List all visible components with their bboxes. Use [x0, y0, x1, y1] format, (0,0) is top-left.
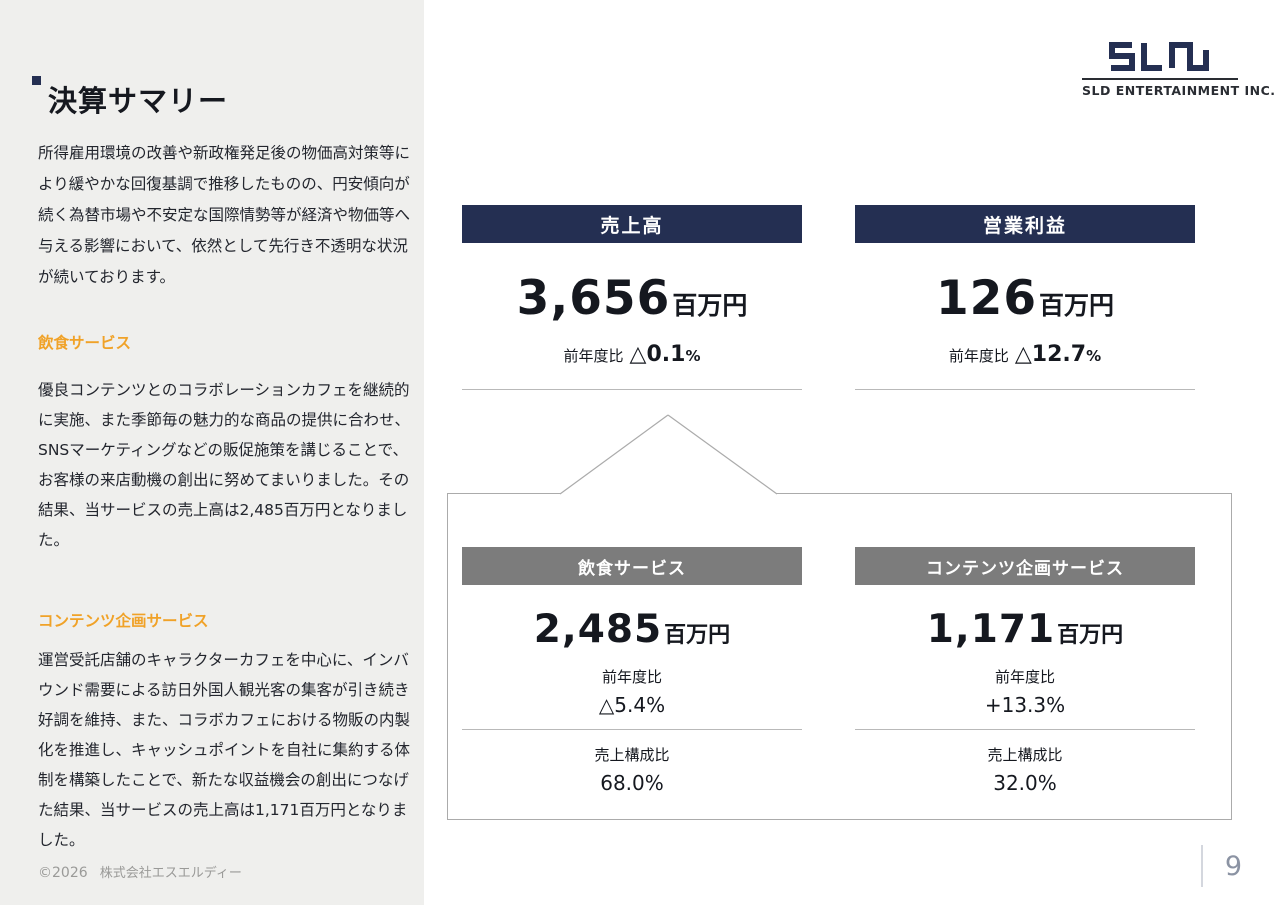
segment-food-service-divider: [462, 729, 802, 730]
metric-operating-profit-yoy: 前年度比 △12.7%: [855, 342, 1195, 367]
footer-copyright: ©2026: [38, 865, 88, 881]
metric-operating-profit-value: 126百万円: [855, 271, 1195, 326]
metric-revenue-yoy-value: △0.1: [629, 342, 686, 367]
company-logo: SLD ENTERTAINMENT INC.: [1082, 40, 1275, 98]
segment-food-service-header: 飲食サービス: [462, 547, 802, 585]
segment-content-planning: コンテンツ企画サービス 1,171百万円 前年度比 +13.3% 売上構成比 3…: [855, 547, 1195, 795]
metric-revenue-yoy-label: 前年度比: [563, 347, 624, 365]
footer-company: 株式会社エスエルディー: [99, 866, 242, 881]
segment-food-service-yoy-label: 前年度比: [601, 668, 662, 686]
segment-content-planning-header: コンテンツ企画サービス: [855, 547, 1195, 585]
page-number-divider: [1200, 845, 1203, 887]
metric-revenue-yoy: 前年度比 △0.1%: [462, 342, 802, 367]
metric-operating-profit-yoy-unit: %: [1086, 347, 1102, 365]
segment-content-planning-yoy-value: +13.3%: [984, 693, 1066, 717]
segment-food-service-value: 2,485百万円: [462, 607, 802, 652]
logo-caption: SLD ENTERTAINMENT INC.: [1082, 78, 1275, 98]
segment-content-planning-unit: 百万円: [1057, 623, 1124, 648]
intro-paragraph: 所得雇用環境の改善や新政権発足後の物価高対策等により緩やかな回復基調で推移したも…: [38, 144, 411, 286]
metric-revenue-divider: [462, 389, 802, 390]
segment-content-planning-number: 1,171: [926, 607, 1056, 652]
section-body-content-planning: 運営受託店舗のキャラクターカフェを中心に、インバウンド需要による訪日外国人観光客…: [38, 651, 411, 850]
segment-food-service-number: 2,485: [533, 607, 663, 652]
metric-revenue: 売上高 3,656百万円 前年度比 △0.1%: [462, 205, 802, 390]
segment-food-service-mix-value: 68.0%: [600, 771, 664, 795]
segment-food-service-mix-label: 売上構成比: [594, 746, 670, 764]
metric-operating-profit-yoy-value: △12.7: [1014, 342, 1087, 367]
section-heading-content-planning: コンテンツ企画サービス: [38, 612, 209, 630]
sld-logo-icon: [1109, 42, 1209, 71]
segment-food-service-unit: 百万円: [664, 623, 731, 648]
section-body-food-service: 優良コンテンツとのコラボレーションカフェを継続的に実施、また季節毎の魅力的な商品…: [38, 381, 411, 550]
page-number: 9: [1224, 850, 1242, 882]
segment-content-planning-mix-label: 売上構成比: [987, 746, 1063, 764]
metric-revenue-unit: 百万円: [672, 291, 748, 320]
metric-revenue-yoy-unit: %: [685, 347, 701, 365]
metric-operating-profit-header: 営業利益: [855, 205, 1195, 243]
sidebar: 決算サマリー 所得雇用環境の改善や新政権発足後の物価高対策等により緩やかな回復基…: [0, 0, 424, 905]
segment-food-service-yoy-value: △5.4%: [598, 693, 666, 717]
callout-peak-pointer: [559, 414, 778, 495]
metric-operating-profit-yoy-label: 前年度比: [948, 347, 1009, 365]
segment-content-planning-yoy-label: 前年度比: [994, 668, 1055, 686]
title-square-bullet: [32, 76, 41, 85]
metric-revenue-number: 3,656: [516, 271, 671, 326]
metric-operating-profit: 営業利益 126百万円 前年度比 △12.7%: [855, 205, 1195, 390]
footer: ©2026 株式会社エスエルディー: [38, 862, 242, 881]
section-heading-food-service: 飲食サービス: [38, 334, 132, 352]
metric-operating-profit-divider: [855, 389, 1195, 390]
metric-operating-profit-unit: 百万円: [1039, 291, 1115, 320]
segment-content-planning-mix-value: 32.0%: [993, 771, 1057, 795]
metric-revenue-value: 3,656百万円: [462, 271, 802, 326]
segment-food-service: 飲食サービス 2,485百万円 前年度比 △5.4% 売上構成比 68.0%: [462, 547, 802, 795]
segment-content-planning-value: 1,171百万円: [855, 607, 1195, 652]
title-block: 決算サマリー: [32, 76, 229, 120]
page-number-block: 9: [1200, 845, 1242, 887]
segment-content-planning-divider: [855, 729, 1195, 730]
metric-revenue-header: 売上高: [462, 205, 802, 243]
page-title: 決算サマリー: [48, 84, 229, 118]
metric-operating-profit-number: 126: [935, 271, 1038, 326]
